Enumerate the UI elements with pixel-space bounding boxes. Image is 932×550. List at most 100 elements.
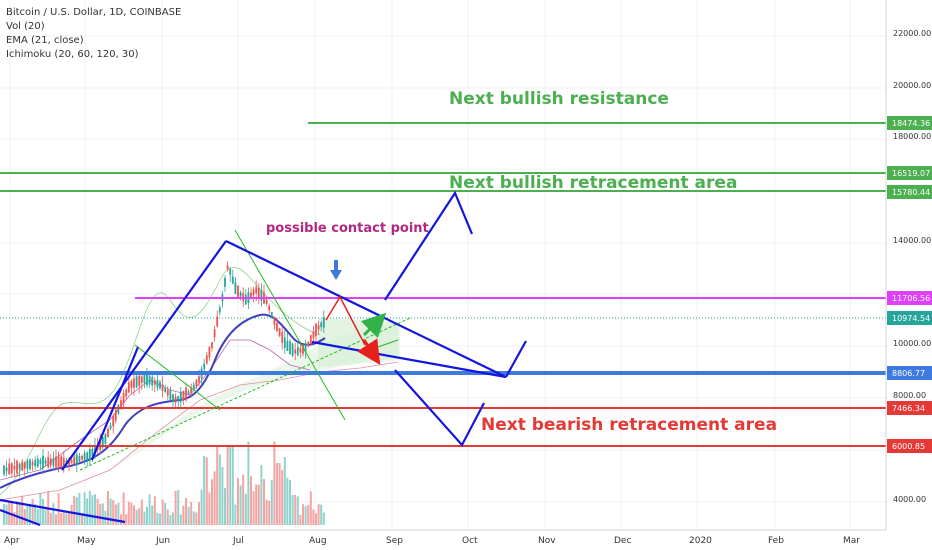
candle-body <box>122 393 125 404</box>
candle-body <box>265 299 268 304</box>
trendline-diag-2 <box>234 229 346 421</box>
level-label-7466: 7466.34 <box>892 404 925 413</box>
volume-bar <box>16 501 18 525</box>
candle-body <box>281 331 284 343</box>
candle-body <box>91 449 94 457</box>
volume-bar <box>208 492 211 525</box>
y-tick-label: 10000.00 <box>893 339 931 348</box>
candle-body <box>47 457 50 467</box>
volume-bar <box>257 484 260 525</box>
candle-body <box>109 425 112 429</box>
candle-body <box>320 322 323 328</box>
candle-body <box>164 388 167 392</box>
candle-body <box>268 305 271 311</box>
volume-bar <box>135 509 138 525</box>
candle-body <box>138 375 141 386</box>
x-tick-label: Mar <box>843 536 860 546</box>
candle-body <box>185 387 187 401</box>
volume-bar <box>151 505 154 525</box>
x-tick-label: Dec <box>614 536 631 546</box>
pattern-rise-inner <box>90 346 140 461</box>
candle-body <box>315 323 317 337</box>
volume-bar <box>302 504 304 525</box>
candle-body <box>143 373 146 384</box>
volume-bar <box>117 502 120 525</box>
volume-bar <box>312 509 315 525</box>
candle-body <box>278 328 281 337</box>
candle-body <box>125 389 128 397</box>
volume-bar <box>42 498 44 525</box>
volume-bar <box>221 466 224 525</box>
x-tick-label: Jun <box>155 536 170 546</box>
volume-bar <box>107 491 109 525</box>
volume-bar <box>299 514 302 525</box>
volume-bar <box>96 498 99 525</box>
volume-bar <box>21 495 24 525</box>
x-tick-label: Oct <box>462 536 478 546</box>
volume-bar <box>122 492 125 525</box>
legend-ichimoku[interactable]: Ichimoku (20, 60, 120, 30) <box>6 49 139 60</box>
candle-body <box>101 437 104 448</box>
candle-body <box>62 457 65 467</box>
pattern-wedge-lower <box>311 340 507 379</box>
grid <box>0 0 886 530</box>
candle-body <box>146 372 148 386</box>
candle-body <box>226 265 229 270</box>
legend-ema[interactable]: EMA (21, close) <box>6 35 84 46</box>
legend-volume[interactable]: Vol (20) <box>6 21 45 32</box>
ichimoku-lagging <box>0 339 311 481</box>
candle-body <box>36 458 39 467</box>
candle-body <box>107 428 109 438</box>
annotation-contact-point: possible contact point <box>266 221 429 236</box>
volume-bar <box>68 511 70 525</box>
volume-bar <box>185 497 187 525</box>
candle-body <box>203 363 206 370</box>
candle-body <box>299 348 302 353</box>
pattern-bottom-1 <box>0 498 126 524</box>
candle-body <box>151 377 154 386</box>
candle-body <box>257 287 260 298</box>
support-trendlines <box>79 229 411 471</box>
candle-body <box>83 453 86 461</box>
volume-bar <box>52 503 55 525</box>
volume-bar <box>182 505 185 525</box>
level-label-11706: 11706.56 <box>892 294 930 303</box>
volume-bar <box>198 502 200 525</box>
y-tick-label: 4000.00 <box>893 495 926 504</box>
volume-bar <box>166 509 169 525</box>
volume-bar <box>130 502 133 525</box>
forecast-path <box>325 295 366 346</box>
candle-body <box>172 394 174 402</box>
x-tick-label: Nov <box>538 536 556 546</box>
volume-bar <box>146 506 148 525</box>
candle-body <box>296 347 299 356</box>
time-axis[interactable]: Apr May Jun Jul Aug Sep Oct Nov Dec 2020… <box>0 529 886 546</box>
volume-bar <box>26 504 29 525</box>
volume-bar <box>283 456 286 525</box>
candle-body <box>312 331 315 339</box>
trendline-diag-1 <box>134 344 221 411</box>
volume-bar <box>247 441 250 525</box>
volume-bar <box>55 514 57 525</box>
legend-symbol[interactable]: Bitcoin / U.S. Dollar, 1D, COINBASE <box>6 7 182 18</box>
candle-body <box>177 395 180 401</box>
y-tick-label: 8000.00 <box>893 391 926 400</box>
candle-body <box>260 290 263 301</box>
candle-body <box>198 376 200 383</box>
volume-bar <box>213 471 216 525</box>
volume-bar <box>73 496 76 525</box>
candle-body <box>52 458 55 466</box>
price-axis[interactable]: 22000.00 20000.00 18000.00 14000.00 1000… <box>885 0 931 530</box>
volume-bar <box>57 493 60 525</box>
candle-body <box>286 340 289 352</box>
x-tick-label: May <box>77 536 96 546</box>
volume-bar <box>273 441 276 525</box>
candle-body <box>304 343 307 353</box>
volume-bar <box>133 505 135 525</box>
candle-body <box>211 342 213 348</box>
volume-bar <box>5 504 8 525</box>
annotation-bullish-retracement: Next bullish retracement area <box>449 173 737 193</box>
volume-bar <box>34 504 37 525</box>
